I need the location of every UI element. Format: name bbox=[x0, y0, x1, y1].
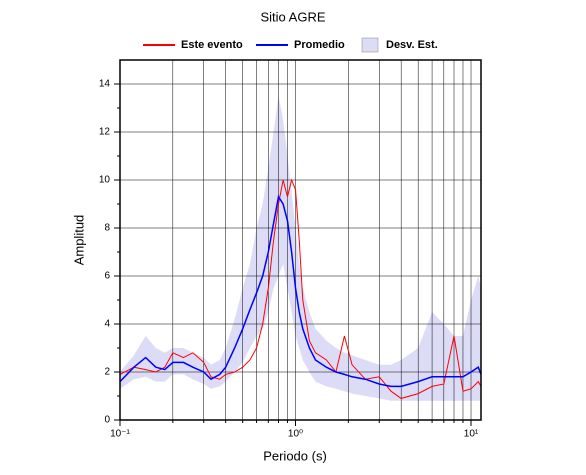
y-axis-label: Amplitud bbox=[71, 215, 86, 266]
legend-label: Desv. Est. bbox=[386, 39, 438, 51]
y-tick-label: 8 bbox=[104, 223, 110, 234]
y-tick-label: 4 bbox=[104, 319, 110, 330]
plot-frame bbox=[119, 59, 482, 421]
y-tick-label: 10 bbox=[99, 175, 111, 186]
y-tick-label: 14 bbox=[99, 79, 111, 90]
y-tick-label: 12 bbox=[99, 127, 111, 138]
y-tick-label: 6 bbox=[104, 271, 110, 282]
legend-swatch bbox=[361, 37, 379, 53]
x-tick-label: 10⁻¹ bbox=[110, 429, 130, 440]
legend-label: Promedio bbox=[294, 39, 345, 51]
x-tick-label: 10⁰ bbox=[288, 429, 303, 440]
series-line bbox=[119, 194, 482, 388]
x-axis-label: Periodo (s) bbox=[263, 448, 327, 463]
y-tick-label: 2 bbox=[104, 367, 110, 378]
x-tick-label: 10¹ bbox=[464, 429, 479, 440]
std-band bbox=[120, 96, 481, 401]
legend-label: Este evento bbox=[181, 39, 243, 51]
y-tick-label: 0 bbox=[104, 415, 110, 426]
chart-title: Sitio AGRE bbox=[260, 9, 325, 24]
series-line bbox=[119, 178, 482, 399]
